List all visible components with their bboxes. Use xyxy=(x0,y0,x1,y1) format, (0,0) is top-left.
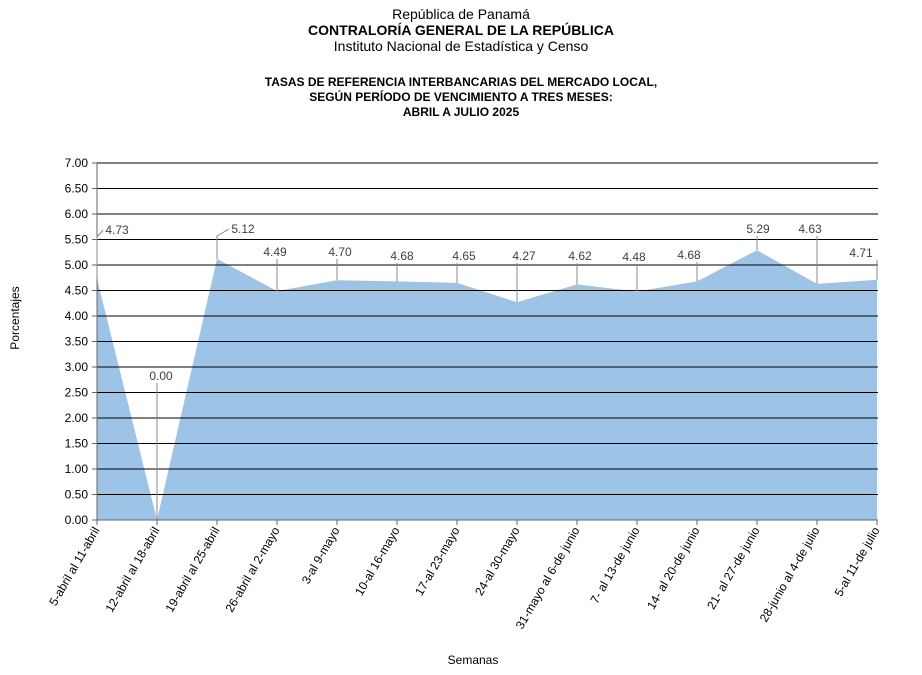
y-tick-label: 1.50 xyxy=(65,437,89,451)
y-tick-label: 7.00 xyxy=(65,156,89,170)
leader-line xyxy=(216,228,230,259)
header-institute: Instituto Nacional de Estadística y Cens… xyxy=(333,38,589,54)
data-label: 4.70 xyxy=(328,245,352,259)
area-series xyxy=(97,250,877,520)
data-label: 4.65 xyxy=(452,249,476,263)
y-tick-label: 2.50 xyxy=(65,386,89,400)
y-tick-label: 2.00 xyxy=(65,411,89,425)
y-tick-label: 6.50 xyxy=(65,182,89,196)
data-label: 4.49 xyxy=(263,245,287,259)
x-tick-label: 3-al 9-mayo xyxy=(299,524,343,586)
x-tick-label: 7- al 13-de junio xyxy=(587,524,642,606)
x-tick-label: 10-al 16-mayo xyxy=(352,524,403,598)
data-label: 4.27 xyxy=(512,249,536,263)
data-label: 4.68 xyxy=(677,248,701,262)
y-tick-label: 0.50 xyxy=(65,488,89,502)
chart-title-1: TASAS DE REFERENCIA INTERBANCARIAS DEL M… xyxy=(264,75,658,89)
x-tick-label: 5-abril al 11-abril xyxy=(46,525,102,609)
x-tick-label: 24-al 30-mayo xyxy=(472,524,523,598)
x-tick-label: 28-junio al 4-de julio xyxy=(757,524,823,624)
leader-line xyxy=(96,229,104,279)
data-label: 0.00 xyxy=(149,369,173,383)
chart-title-3: ABRIL A JULIO 2025 xyxy=(402,105,520,119)
data-label: 5.29 xyxy=(746,222,770,236)
x-axis-label: Semanas xyxy=(448,653,499,667)
x-tick-label: 31-mayo al 6-de junio xyxy=(513,524,583,631)
x-tick-label: 26-abril al 2-mayo xyxy=(222,524,282,614)
y-tick-label: 3.00 xyxy=(65,360,89,374)
x-tick-label: 14- al 20-de junio xyxy=(644,524,703,612)
x-tick-label: 12-abril al 18-abril xyxy=(102,525,162,615)
x-tick-label: 17-al 23-mayo xyxy=(412,524,463,598)
x-tick-label: 19-abril al 25-abril xyxy=(162,525,222,615)
data-label: 4.71 xyxy=(849,246,873,260)
data-label: 4.68 xyxy=(390,249,414,263)
y-axis-label: Porcentajes xyxy=(8,286,22,349)
x-tick-label: 21- al 27-de junio xyxy=(704,524,763,612)
data-label: 4.73 xyxy=(105,223,129,237)
header-country: República de Panamá xyxy=(392,6,530,22)
y-tick-label: 3.50 xyxy=(65,335,89,349)
y-tick-label: 0.00 xyxy=(65,513,89,527)
data-label: 4.48 xyxy=(622,250,646,264)
data-label: 4.62 xyxy=(568,249,592,263)
chart-title-2: SEGÚN PERÍODO DE VENCIMIENTO A TRES MESE… xyxy=(309,90,613,104)
y-tick-label: 1.00 xyxy=(65,462,89,476)
data-label: 5.12 xyxy=(231,222,255,236)
y-tick-label: 6.00 xyxy=(65,207,89,221)
x-tick-label: 5-al 11-de julio xyxy=(832,524,883,599)
y-tick-label: 5.50 xyxy=(65,233,89,247)
y-tick-label: 5.00 xyxy=(65,258,89,272)
y-tick-label: 4.50 xyxy=(65,284,89,298)
header-org: CONTRALORÍA GENERAL DE LA REPÚBLICA xyxy=(308,22,614,38)
y-tick-label: 4.00 xyxy=(65,309,89,323)
data-label: 4.63 xyxy=(798,222,822,236)
